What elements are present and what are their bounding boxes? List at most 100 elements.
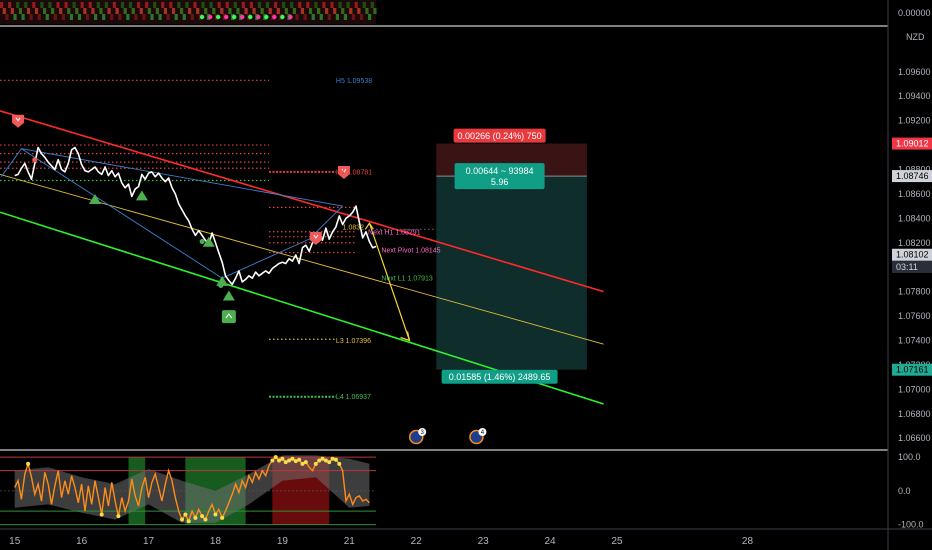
strip-cell	[244, 8, 248, 14]
strip-cell	[147, 8, 151, 14]
position-entry-label-text: 0.00644 ~ 93984	[466, 166, 534, 176]
price-tag-text: 03:11	[896, 262, 918, 272]
oscillator-line[interactable]	[14, 456, 370, 524]
buy-signal-box[interactable]	[221, 310, 236, 324]
strip-cell	[319, 14, 323, 20]
position-stop-label-text: 0.00266 (0.24%) 750	[458, 131, 542, 141]
price-tag[interactable]: 1.08746	[892, 170, 932, 183]
price-tag-text: 1.08746	[896, 171, 929, 181]
strip-cell	[120, 2, 125, 8]
strip-cell	[37, 14, 41, 20]
price-tick-label: 1.09600	[898, 67, 931, 77]
oscillator-pane[interactable]	[0, 449, 888, 526]
price-tick-label: 1.09400	[898, 91, 931, 101]
trend-line[interactable]	[21, 148, 343, 207]
trend-line[interactable]	[0, 110, 604, 293]
strip-cell	[53, 14, 57, 20]
buy-signal-marker[interactable]	[222, 290, 235, 301]
strip-cell	[8, 2, 12, 8]
strip-dot	[223, 14, 229, 20]
price-tag[interactable]: 03:11	[892, 260, 932, 273]
strip-dot	[232, 14, 237, 20]
position-target-label[interactable]: 0.01585 (1.46%) 2489.65	[441, 369, 558, 384]
price-axis[interactable]: 0.00000NZD1.096001.094001.092001.090001.…	[887, 0, 932, 550]
strip-cell	[88, 2, 92, 8]
strip-cell	[32, 2, 36, 8]
strip-cell	[196, 8, 200, 14]
strip-cell	[67, 8, 71, 14]
position-target-zone[interactable]	[436, 176, 587, 370]
strip-cell	[295, 14, 299, 20]
price-tick-label: 1.07000	[898, 384, 931, 394]
strip-cell	[298, 2, 302, 8]
strip-cell	[163, 8, 168, 14]
strip-cell	[69, 14, 74, 20]
strip-cell	[357, 8, 361, 14]
buy-signal-marker[interactable]	[89, 194, 102, 205]
level-label: Next H1 1.08291	[368, 229, 421, 236]
strip-cell	[177, 2, 181, 8]
strip-cell	[228, 8, 232, 14]
strip-cell	[40, 2, 44, 8]
strip-cell	[333, 8, 337, 14]
strip-cell	[359, 14, 364, 20]
strip-cell	[174, 14, 178, 20]
strip-cell	[330, 2, 334, 8]
strip-cell	[370, 2, 374, 8]
event-badge[interactable]: 3	[408, 428, 427, 445]
oscillator-extreme-dot	[193, 515, 198, 520]
trend-line[interactable]	[0, 173, 604, 345]
level-label: 1.0832	[343, 224, 365, 231]
position-stop-label[interactable]: 0.00266 (0.24%) 750	[453, 128, 546, 143]
strip-cell	[85, 14, 90, 20]
strip-cell	[51, 8, 55, 14]
oscillator-extreme-dot	[327, 460, 332, 465]
strip-cell	[91, 8, 95, 14]
strip-cell	[166, 14, 170, 20]
signal-heatmap-strip	[0, 0, 377, 24]
oscillator-extreme-dot	[313, 461, 318, 466]
strip-cell	[5, 14, 9, 20]
projection-arrow-head	[400, 331, 411, 342]
strip-cell	[308, 8, 313, 14]
event-badge[interactable]: 4	[469, 428, 487, 445]
price-tag[interactable]: 1.08102	[892, 248, 932, 261]
strip-cell	[59, 8, 63, 14]
strip-cell	[161, 2, 165, 8]
strip-dot	[248, 14, 253, 20]
strip-cell	[260, 8, 264, 14]
signal-dot	[199, 239, 205, 245]
projection-arrow[interactable]	[368, 223, 411, 341]
strip-cell	[268, 8, 272, 14]
signal-dot	[218, 283, 224, 289]
strip-cell	[2, 8, 6, 14]
strip-cell	[185, 2, 189, 8]
buy-signal-marker[interactable]	[135, 190, 148, 201]
buy-signal-marker[interactable]	[216, 275, 229, 286]
strip-cell	[193, 2, 197, 8]
time-tick-label: 16	[76, 536, 88, 547]
buy-signal-marker[interactable]	[202, 236, 215, 247]
price-tag[interactable]: 1.09012	[892, 137, 932, 150]
strip-cell	[354, 2, 358, 8]
position-entry-label-text: 5.96	[491, 177, 509, 187]
time-axis[interactable]: 15 16 17 18 19 21 22 23 24 25 28	[0, 528, 932, 547]
strip-cell	[282, 2, 286, 8]
oscillator-extreme-dot	[99, 512, 104, 517]
strip-cell	[349, 8, 353, 14]
strip-cell	[115, 8, 119, 14]
strip-cell	[290, 2, 294, 8]
oscillator-extreme-dot	[186, 519, 191, 524]
oscillator-extreme-dot	[273, 455, 278, 460]
strip-cell	[107, 8, 111, 14]
oscillator-extreme-dot	[303, 460, 308, 465]
oscillator-extreme-dot	[183, 512, 188, 517]
strip-dot	[207, 14, 213, 20]
strip-cell	[249, 2, 254, 8]
strip-cell	[204, 8, 208, 14]
price-tag[interactable]: 1.07161	[892, 363, 932, 376]
strip-cell	[365, 8, 369, 14]
